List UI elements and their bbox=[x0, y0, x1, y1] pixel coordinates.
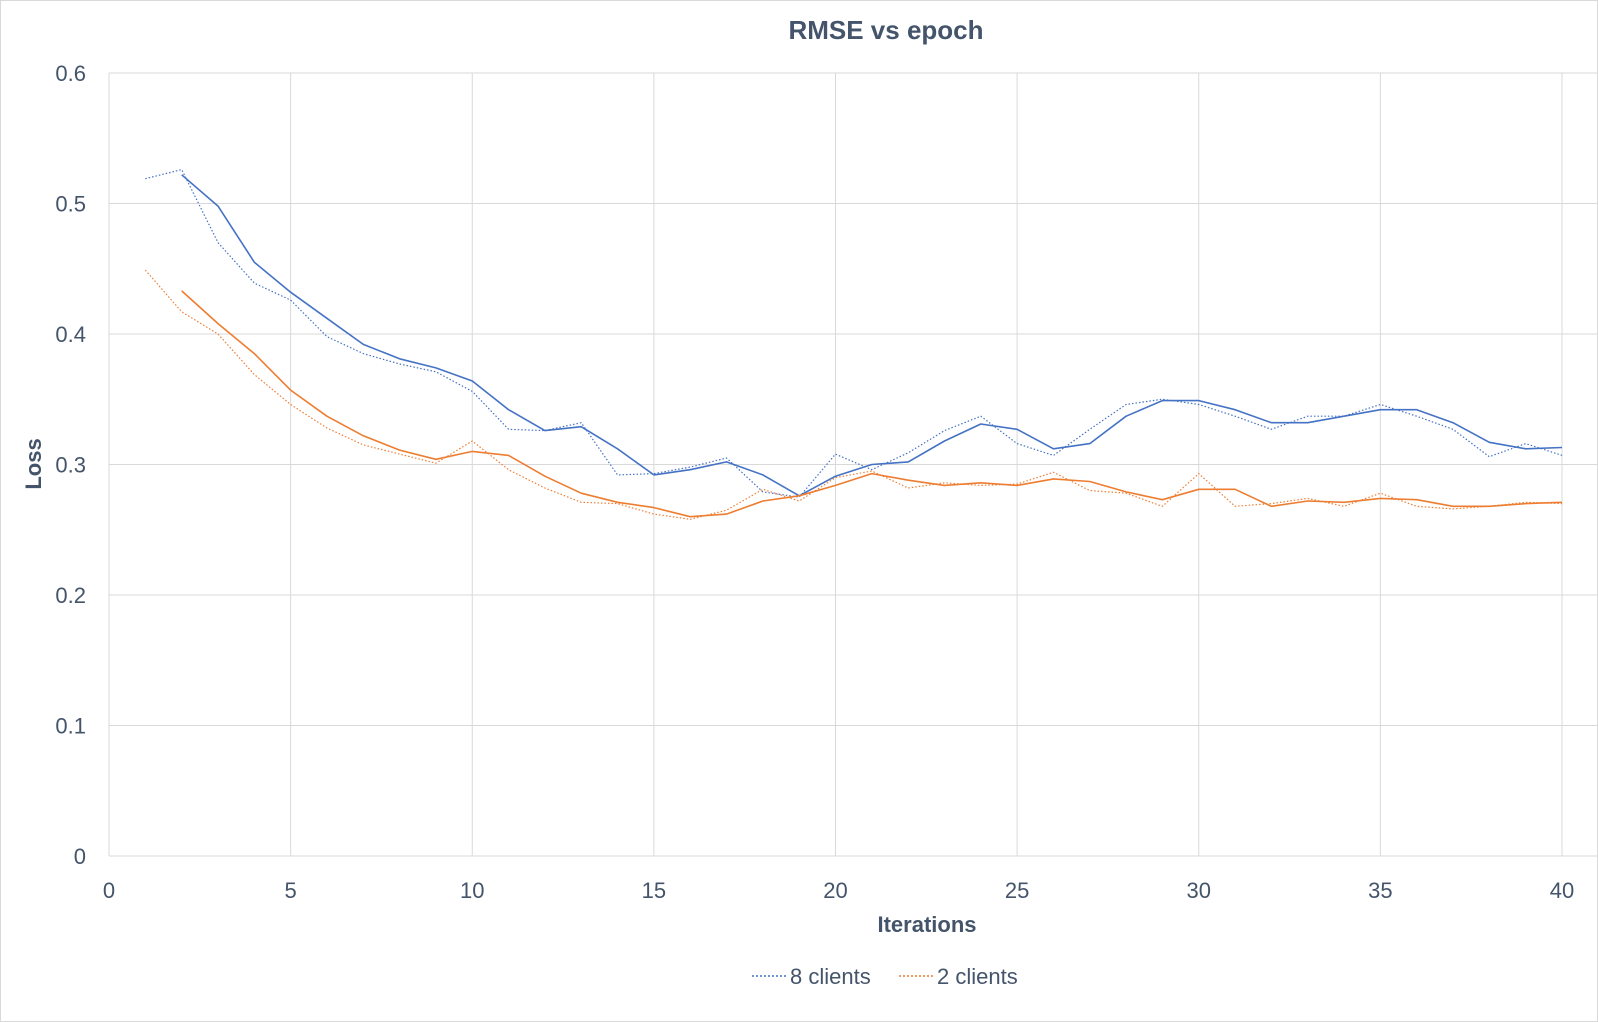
y-tick-label: 0.2 bbox=[55, 583, 86, 608]
y-tick-label: 0.4 bbox=[55, 322, 86, 347]
y-tick-label: 0.1 bbox=[55, 714, 86, 739]
trend-line-2 bbox=[181, 174, 1563, 497]
y-tick-label: 0 bbox=[74, 844, 86, 869]
x-tick-label: 25 bbox=[1005, 878, 1029, 903]
y-axis-ticks: 0 0.1 0.2 0.3 0.4 0.5 0.6 bbox=[55, 61, 86, 869]
x-tick-label: 30 bbox=[1187, 878, 1211, 903]
trend-line-3 bbox=[181, 290, 1563, 518]
legend: 8 clients 2 clients bbox=[752, 964, 1018, 989]
legend-item-8-clients: 8 clients bbox=[752, 964, 871, 989]
y-axis-title: Loss bbox=[21, 438, 46, 489]
x-tick-label: 10 bbox=[460, 878, 484, 903]
x-tick-label: 40 bbox=[1550, 878, 1574, 903]
series-line-1 bbox=[144, 269, 1563, 520]
x-tick-label: 20 bbox=[823, 878, 847, 903]
x-axis-ticks: 0 5 10 15 20 25 30 35 40 bbox=[103, 878, 1574, 903]
x-tick-label: 15 bbox=[642, 878, 666, 903]
legend-label-2-clients: 2 clients bbox=[937, 964, 1018, 989]
x-tick-label: 35 bbox=[1368, 878, 1392, 903]
y-tick-label: 0.5 bbox=[55, 192, 86, 217]
y-tick-label: 0.3 bbox=[55, 453, 86, 478]
grid bbox=[108, 72, 1598, 857]
legend-label-8-clients: 8 clients bbox=[790, 964, 871, 989]
x-axis-title: Iterations bbox=[877, 912, 976, 937]
x-tick-label: 0 bbox=[103, 878, 115, 903]
chart-title: RMSE vs epoch bbox=[788, 15, 983, 45]
legend-item-2-clients: 2 clients bbox=[899, 964, 1018, 989]
x-tick-label: 5 bbox=[285, 878, 297, 903]
series-lines bbox=[144, 169, 1563, 520]
y-tick-label: 0.6 bbox=[55, 61, 86, 86]
series-line-0 bbox=[145, 169, 1563, 498]
